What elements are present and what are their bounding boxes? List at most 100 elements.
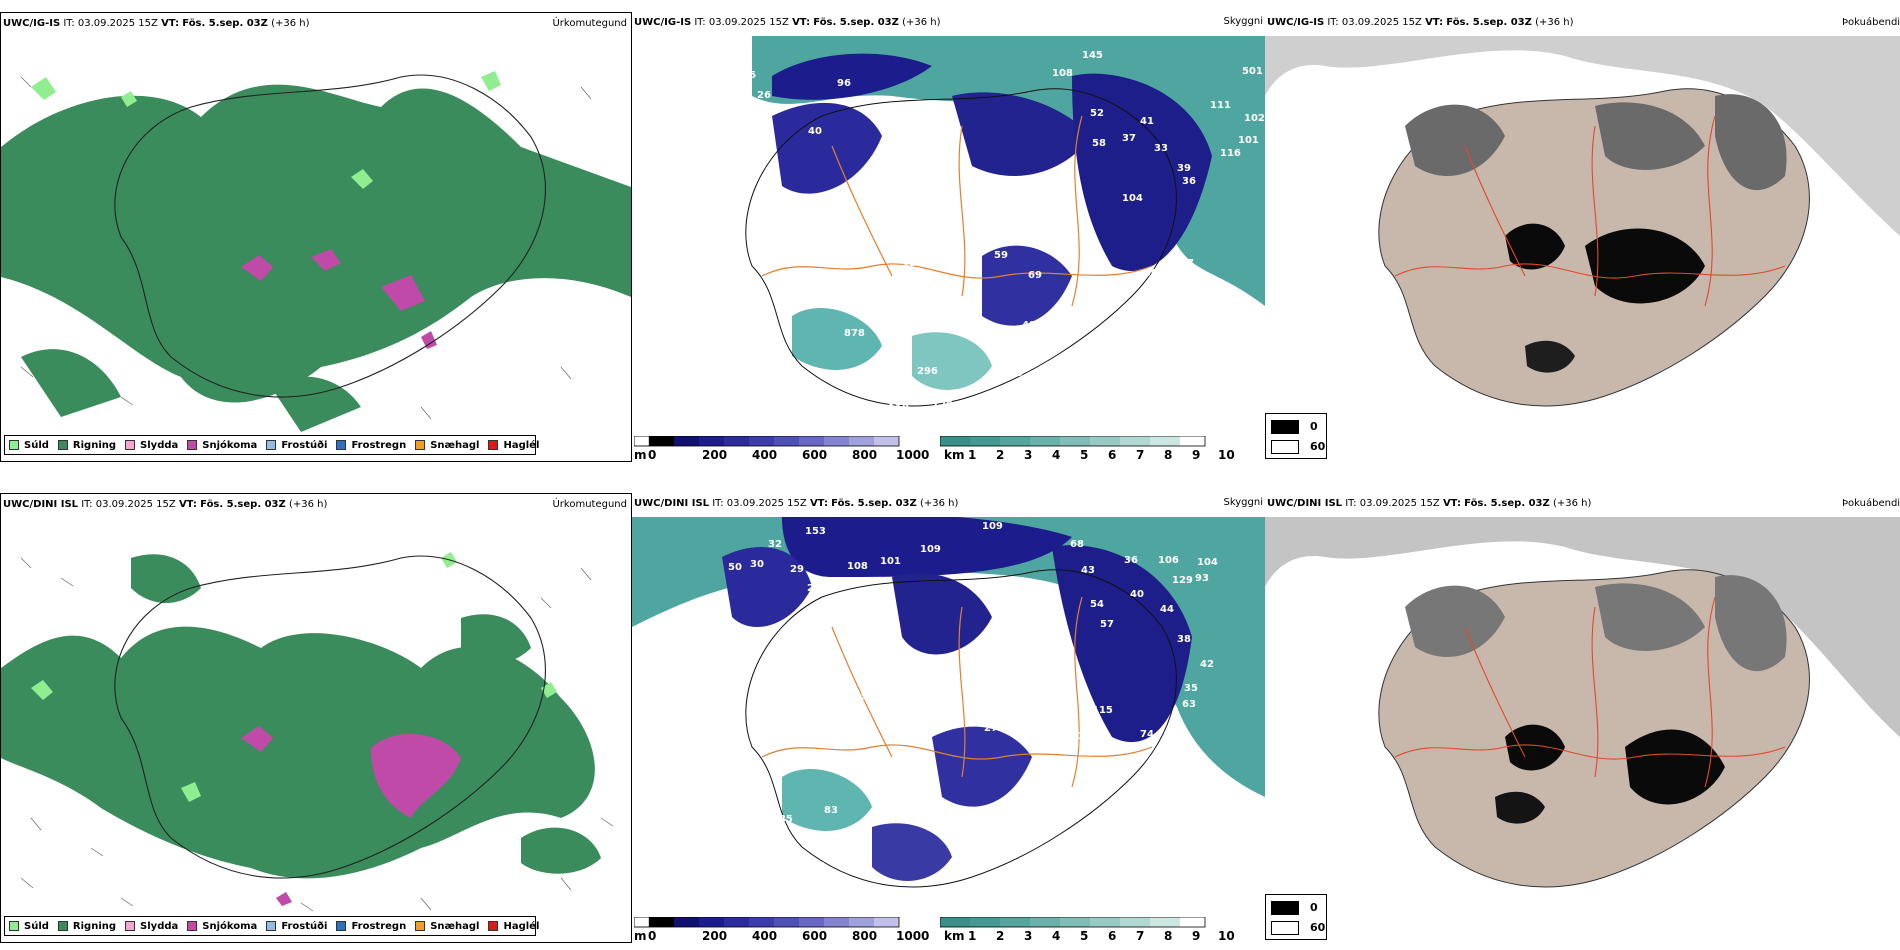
ceiling-label: 296 (917, 366, 938, 377)
snow-area (241, 249, 437, 349)
ceiling-label: 50 (728, 562, 742, 573)
fog-roads (1394, 596, 1786, 788)
panel-title: Úrkomutegund (552, 18, 627, 29)
ceiling-label: 48 (972, 649, 986, 660)
precip-type-panel-row2: UWC/DINI ISL IT: 03.09.2025 15Z VT: Fös.… (0, 493, 632, 943)
legend-swatch (125, 440, 136, 450)
fog-legend: 0 60 (1265, 894, 1327, 940)
fog-legend-swatch (1271, 921, 1299, 935)
ceiling-colorbar (634, 436, 900, 447)
ceiling-tick: 400 (752, 448, 778, 462)
ceiling-label: 109 (982, 521, 1003, 532)
wind-barbs (20, 557, 614, 912)
fog-legend-label: 0 (1310, 901, 1318, 914)
legend-swatch (415, 921, 426, 931)
ceiling-colorbar (634, 917, 900, 928)
ceiling-label: 69 (1028, 270, 1042, 281)
legend-item-hail: Haglél (488, 440, 539, 451)
ceiling-label: 29 (790, 564, 804, 575)
legend-swatch (266, 440, 277, 450)
legend-item-snow: Snjókoma (187, 440, 257, 451)
visibility-tick: 2 (996, 448, 1005, 462)
ceiling-label: 30 (750, 559, 764, 570)
ceiling-label: 145 (1082, 50, 1103, 61)
panel-header: UWC/DINI ISL IT: 03.09.2025 15Z VT: Fös.… (634, 498, 959, 509)
ceiling-label: 116 (1220, 148, 1241, 159)
ceiling-label: 61 (1150, 290, 1164, 301)
rain-area (1, 84, 631, 432)
roads (761, 115, 1153, 307)
ceiling-label: 153 (952, 809, 973, 820)
ceiling-unit: m (634, 448, 647, 462)
ceiling-tick: 400 (752, 929, 778, 943)
ceiling-label: 52 (1090, 108, 1104, 119)
legend-swatch (266, 921, 277, 931)
visibility-tick: 10 (1218, 448, 1235, 462)
ceiling-label: 53 (958, 258, 972, 269)
visibility-unit: km (944, 929, 965, 943)
legend-swatch (9, 921, 19, 931)
ceiling-visibility-map: 36 34 26 96 145 108 501 111 102 101 116 … (632, 36, 1265, 436)
legend-item-drizzle: Súld (9, 440, 49, 451)
ceiling-label: 108 (847, 561, 868, 572)
visibility-tick: 9 (1192, 929, 1201, 943)
ceiling-label: 36 (1182, 176, 1196, 187)
ceiling-label: 36 (1124, 555, 1138, 566)
legend-item-snow: Snjókoma (187, 921, 257, 932)
ceiling-label: 37 (1122, 133, 1136, 144)
fog-legend-label: 60 (1310, 440, 1326, 453)
panel-title: Úrkomutegund (552, 499, 627, 510)
ceiling-label: 54 (1090, 599, 1104, 610)
ceiling-label: 43 (1081, 565, 1095, 576)
ceiling-labels: 36 34 26 96 145 108 501 111 102 101 116 … (737, 50, 1265, 414)
ceiling-label: 749 (828, 240, 849, 251)
panel-header: UWC/IG-IS IT: 03.09.2025 15Z VT: Fös. 5.… (1267, 17, 1574, 28)
ceiling-label: 74 (1140, 729, 1154, 740)
ceiling-label: 33 (1154, 143, 1168, 154)
ceiling-label: 500 (1002, 368, 1023, 379)
ceiling-tick: 0 (648, 448, 657, 462)
ceiling-label: 108 (1052, 68, 1073, 79)
visibility-tick: 1 (968, 448, 977, 462)
legend-item-freezing-drizzle: Frostúði (266, 921, 327, 932)
fog-legend-label: 60 (1310, 921, 1326, 934)
visibility-colorbar (940, 917, 1206, 928)
snow-area (241, 726, 461, 906)
legend-item-snow-grains: Snæhagl (415, 921, 479, 932)
ceiling-label: 101 (880, 556, 901, 567)
ceiling-visibility-map: 32 153 108 101 109 109 68 43 36 106 104 … (632, 517, 1265, 917)
visibility-panel-row1: UWC/IG-IS IT: 03.09.2025 15Z VT: Fös. 5.… (632, 12, 1265, 462)
fog-index-panel-row1: UWC/IG-IS IT: 03.09.2025 15Z VT: Fös. 5.… (1265, 12, 1900, 462)
visibility-tick: 9 (1192, 448, 1201, 462)
visibility-tick: 8 (1164, 448, 1173, 462)
visibility-colorbar (940, 436, 1206, 447)
ceiling-label: 83 (824, 805, 838, 816)
fog-legend: 0 60 (1265, 413, 1327, 459)
ceiling-labels: 32 153 108 101 109 109 68 43 36 106 104 … (728, 521, 1218, 872)
ceiling-label: 41 (812, 861, 826, 872)
ceiling-label: 57 (1100, 619, 1114, 630)
ceiling-label: 68 (1070, 539, 1084, 550)
ceiling-label: 70 (1060, 196, 1074, 207)
ceiling-label: 115 (1092, 705, 1113, 716)
ceiling-label: 135 (772, 814, 793, 825)
visibility-tick: 7 (1136, 448, 1145, 462)
precip-legend: Súld Rigning Slydda Snjókoma Frostúði Fr… (4, 435, 539, 455)
ceiling-label: 81 (882, 597, 896, 608)
ceiling-label: 40 (1130, 589, 1144, 600)
ceiling-label: 101 (1238, 135, 1259, 146)
ceiling-label: 82 (1000, 203, 1014, 214)
fog-index-panel-row2: UWC/DINI ISL IT: 03.09.2025 15Z VT: Fös.… (1265, 493, 1900, 943)
ceiling-label: 51 (877, 709, 891, 720)
ceiling-label: 149 (1077, 731, 1098, 742)
ceiling-label: 274 (984, 723, 1005, 734)
legend-swatch (57, 921, 68, 931)
ceiling-label: 59 (854, 691, 868, 702)
legend-item-rain: Rigning (57, 440, 116, 451)
rain-area (1, 554, 601, 879)
ceiling-label: 93 (1195, 573, 1209, 584)
legend-swatch (415, 440, 426, 450)
ceiling-label: 63 (1052, 228, 1066, 239)
legend-swatch (125, 921, 136, 931)
ceiling-label: 63 (1182, 699, 1196, 710)
